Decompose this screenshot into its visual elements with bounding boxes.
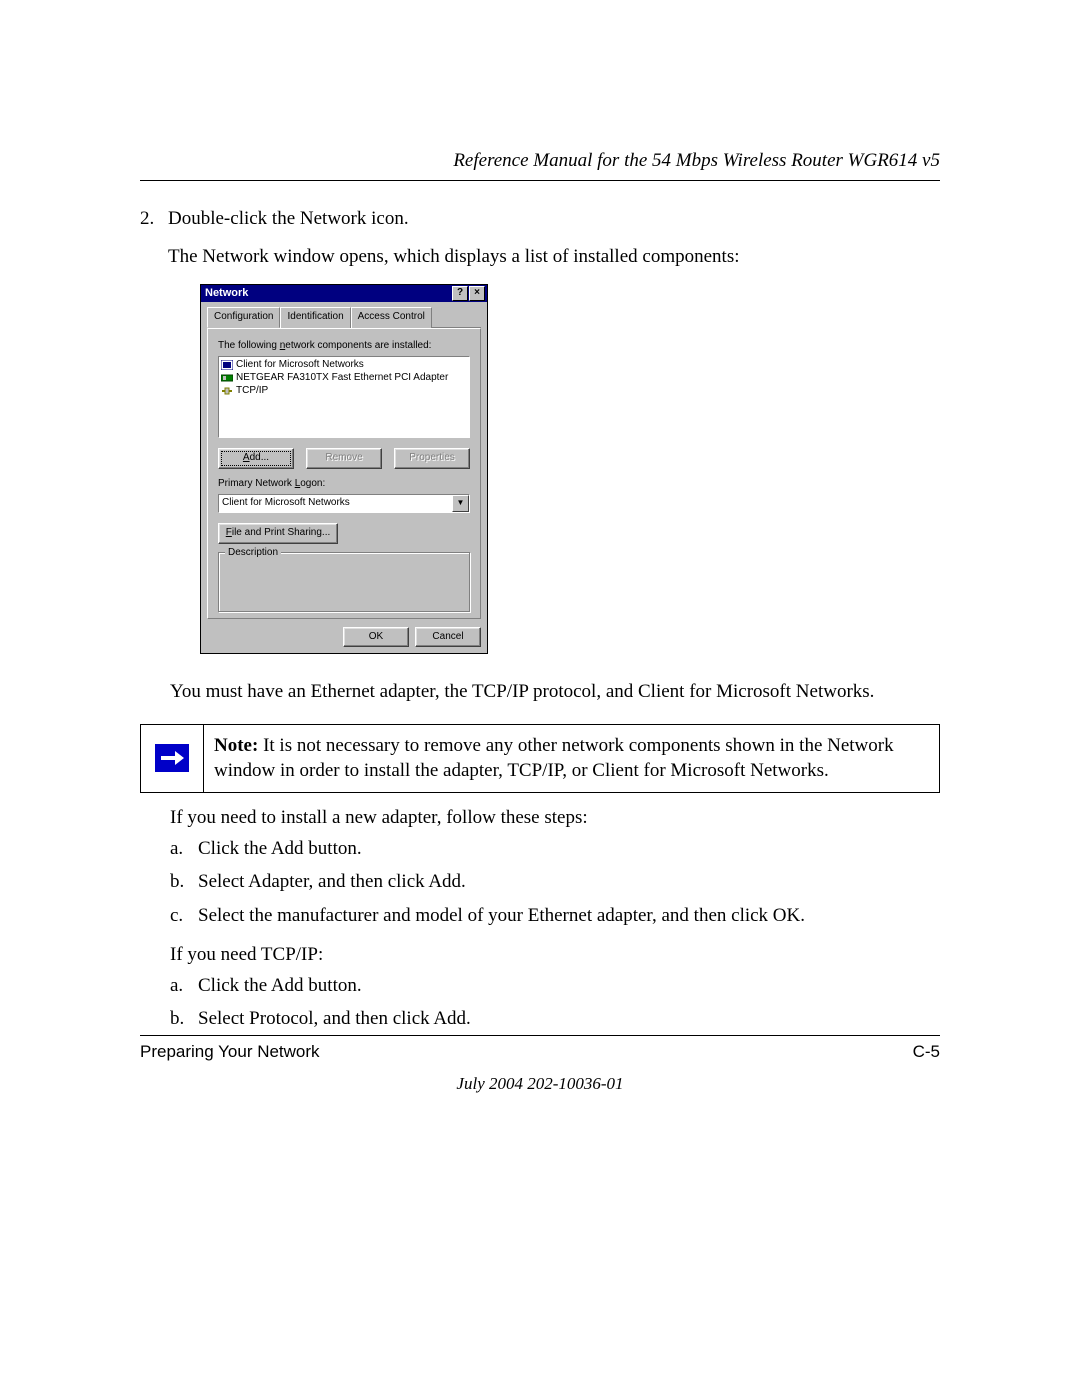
- protocol-icon: [221, 386, 233, 396]
- step-text: Select Adapter, and then click Add.: [198, 868, 466, 896]
- list-item-label: Client for Microsoft Networks: [236, 358, 364, 371]
- file-print-sharing-button[interactable]: File and Print Sharing...: [218, 523, 338, 544]
- tab-panel-configuration: The following network components are ins…: [207, 328, 481, 619]
- help-button[interactable]: ?: [452, 286, 468, 301]
- list-item[interactable]: Client for Microsoft Networks: [221, 358, 467, 371]
- note-box: Note: It is not necessary to remove any …: [140, 724, 940, 793]
- list-item-label: TCP/IP: [236, 384, 268, 397]
- cancel-button[interactable]: Cancel: [415, 627, 481, 648]
- step-text: Select Protocol, and then click Add.: [198, 1005, 471, 1033]
- note-text: Note: It is not necessary to remove any …: [204, 724, 940, 792]
- chevron-down-icon[interactable]: ▼: [452, 495, 469, 512]
- tab-configuration[interactable]: Configuration: [207, 307, 280, 328]
- add-button[interactable]: Add...: [218, 448, 294, 469]
- footer-date: July 2004 202-10036-01: [140, 1074, 940, 1094]
- header-rule: [140, 180, 940, 181]
- titlebar-text: Network: [203, 286, 451, 302]
- doc-header-title: Reference Manual for the 54 Mbps Wireles…: [140, 150, 940, 178]
- step-text: Click the Add button.: [198, 835, 362, 863]
- step-letter: a.: [170, 835, 198, 863]
- footer-page-number: C-5: [913, 1042, 940, 1062]
- description-group: Description: [218, 552, 470, 612]
- tab-strip: Configuration Identification Access Cont…: [207, 306, 481, 328]
- step-text: Select the manufacturer and model of you…: [198, 902, 805, 930]
- step-text: Click the Add button.: [198, 972, 362, 1000]
- step-letter: a.: [170, 972, 198, 1000]
- logon-label: Primary Network Logon:: [218, 477, 470, 492]
- tcpip-intro: If you need TCP/IP:: [170, 944, 940, 966]
- step-line-1: Double-click the Network icon.: [168, 205, 940, 233]
- properties-button[interactable]: Properties: [394, 448, 470, 469]
- adapter-icon: [221, 373, 233, 383]
- list-item[interactable]: NETGEAR FA310TX Fast Ethernet PCI Adapte…: [221, 371, 467, 384]
- close-button[interactable]: ×: [469, 286, 485, 301]
- tcpip-steps: a.Click the Add button. b.Select Protoco…: [170, 972, 940, 1033]
- step-letter: b.: [170, 868, 198, 896]
- remove-button[interactable]: Remove: [306, 448, 382, 469]
- list-item[interactable]: TCP/IP: [221, 384, 467, 397]
- ok-button[interactable]: OK: [343, 627, 409, 648]
- step-number: 2.: [140, 205, 168, 672]
- arrow-right-icon: [155, 744, 189, 772]
- network-dialog: Network ? × Configuration Identification…: [200, 284, 488, 654]
- note-icon-cell: [141, 724, 204, 792]
- description-label: Description: [225, 546, 281, 561]
- step-letter: c.: [170, 902, 198, 930]
- tab-access-control[interactable]: Access Control: [351, 307, 432, 328]
- logon-combo[interactable]: Client for Microsoft Networks ▼: [218, 494, 470, 513]
- step-letter: b.: [170, 1005, 198, 1033]
- titlebar: Network ? ×: [201, 285, 487, 302]
- requirement-text: You must have an Ethernet adapter, the T…: [170, 678, 940, 706]
- footer-rule: [140, 1035, 940, 1036]
- components-label: The following network components are ins…: [218, 339, 470, 354]
- adapter-steps: a.Click the Add button. b.Select Adapter…: [170, 835, 940, 930]
- adapter-intro: If you need to install a new adapter, fo…: [170, 807, 940, 829]
- step-line-2: The Network window opens, which displays…: [168, 243, 940, 271]
- tab-identification[interactable]: Identification: [280, 307, 350, 328]
- list-item-label: NETGEAR FA310TX Fast Ethernet PCI Adapte…: [236, 371, 448, 384]
- logon-combo-value: Client for Microsoft Networks: [219, 496, 452, 511]
- footer-section: Preparing Your Network: [140, 1042, 320, 1062]
- client-icon: [221, 360, 233, 370]
- components-listbox[interactable]: Client for Microsoft Networks NETGEAR FA…: [218, 356, 470, 438]
